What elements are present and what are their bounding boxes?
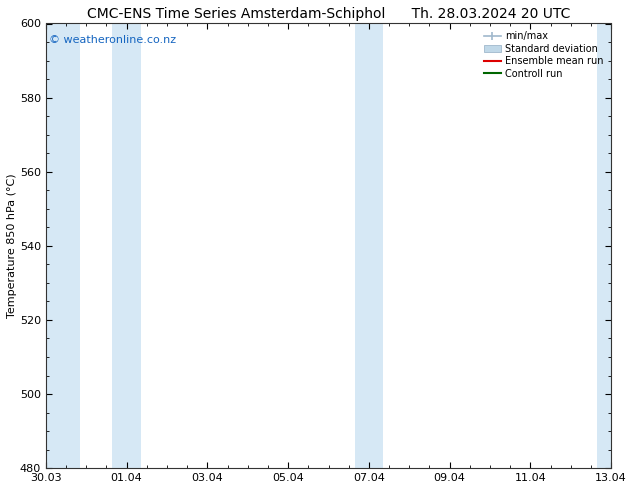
- Y-axis label: Temperature 850 hPa (°C): Temperature 850 hPa (°C): [7, 173, 17, 318]
- Bar: [112, 24, 141, 468]
- Text: © weatheronline.co.nz: © weatheronline.co.nz: [49, 35, 176, 45]
- Bar: [597, 24, 613, 468]
- Title: CMC-ENS Time Series Amsterdam-Schiphol      Th. 28.03.2024 20 UTC: CMC-ENS Time Series Amsterdam-Schiphol T…: [87, 7, 570, 21]
- Bar: [355, 24, 383, 468]
- Legend: min/max, Standard deviation, Ensemble mean run, Controll run: min/max, Standard deviation, Ensemble me…: [481, 28, 606, 81]
- Bar: [44, 24, 80, 468]
